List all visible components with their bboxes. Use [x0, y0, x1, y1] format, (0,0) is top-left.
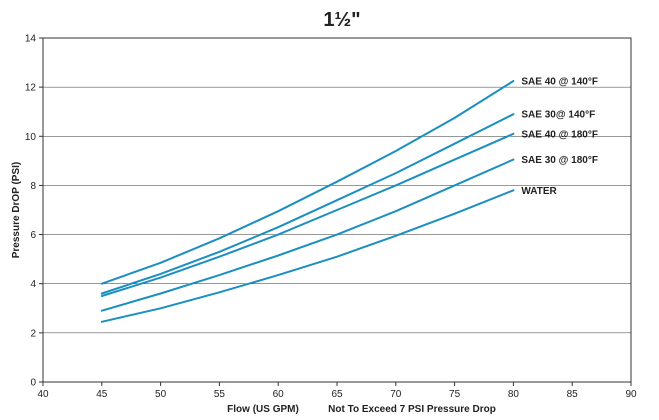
series-label-4: SAE 30 @ 180°F	[521, 155, 598, 166]
x-tick-label: 70	[390, 389, 402, 400]
x-tick-label: 50	[155, 389, 167, 400]
y-tick-label: 2	[30, 328, 36, 339]
y-axis-label: Pressure DrOP (PSI)	[11, 162, 22, 259]
y-tick-label: 12	[25, 83, 37, 94]
series-labels: SAE 40 @ 140°F SAE 30@ 140°F SAE 40 @ 180°…	[521, 77, 598, 197]
x-axis-note: Not To Exceed 7 PSI Pressure Drop	[328, 404, 496, 415]
series-lines	[100, 80, 515, 323]
x-tick-label: 80	[508, 389, 520, 400]
x-tick-label: 90	[625, 389, 637, 400]
series-line-2	[100, 113, 515, 295]
x-tick-label: 75	[449, 389, 461, 400]
axis-ticks: 0 2 4 6 8 10 12 14 40 45 50 55 60 65 70 75 80 85 90	[25, 34, 637, 401]
series-label-1: SAE 40 @ 140°F	[521, 77, 598, 88]
y-tick-label: 8	[30, 181, 36, 192]
series-label-3: SAE 40 @ 180°F	[521, 129, 598, 140]
x-tick-label: 65	[331, 389, 343, 400]
x-axis-label: Flow (US GPM)	[227, 404, 299, 415]
y-tick-label: 6	[30, 230, 36, 241]
x-tick-label: 55	[214, 389, 226, 400]
y-tick-label: 10	[25, 132, 37, 143]
y-tick-label: 0	[30, 378, 36, 389]
x-tick-label: 40	[37, 389, 49, 400]
x-tick-label: 85	[567, 389, 579, 400]
series-label-5: WATER	[521, 186, 557, 197]
y-tick-label: 14	[25, 34, 37, 45]
series-line-5	[100, 189, 515, 323]
series-line-4	[100, 158, 515, 312]
series-line-3	[100, 132, 515, 297]
y-tick-label: 4	[30, 279, 36, 290]
series-line-1	[100, 80, 515, 285]
x-tick-label: 60	[273, 389, 285, 400]
series-label-2: SAE 30@ 140°F	[521, 110, 595, 121]
chart-title: 1½"	[323, 9, 360, 31]
x-tick-label: 45	[96, 389, 108, 400]
